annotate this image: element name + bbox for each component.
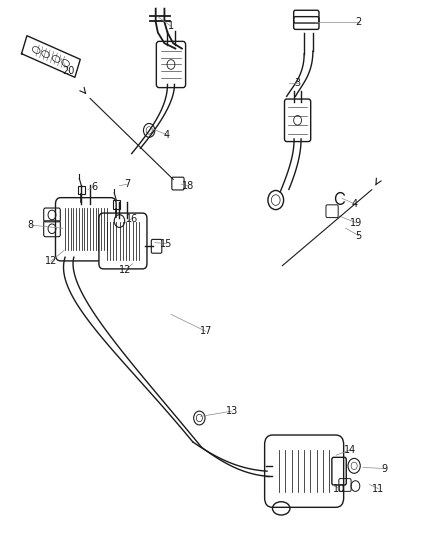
Text: 2: 2: [356, 17, 362, 27]
Text: 18: 18: [182, 181, 194, 191]
FancyBboxPatch shape: [99, 213, 147, 269]
Text: 1: 1: [168, 21, 174, 31]
Text: 11: 11: [372, 484, 385, 494]
Text: 5: 5: [356, 231, 362, 241]
Text: 6: 6: [92, 182, 98, 192]
Text: 12: 12: [45, 256, 57, 266]
Text: 13: 13: [226, 406, 238, 416]
Text: 7: 7: [124, 179, 131, 189]
Text: 4: 4: [351, 199, 357, 209]
Text: 9: 9: [382, 464, 388, 473]
Text: 17: 17: [200, 326, 212, 336]
Text: 4: 4: [163, 130, 170, 140]
Text: 16: 16: [126, 214, 138, 224]
Text: 20: 20: [62, 66, 74, 76]
FancyBboxPatch shape: [56, 198, 116, 261]
Text: 8: 8: [27, 220, 33, 230]
Text: 3: 3: [294, 78, 300, 88]
Text: 19: 19: [350, 218, 363, 228]
Text: 12: 12: [119, 265, 131, 274]
Text: 10: 10: [333, 484, 345, 494]
Text: 14: 14: [344, 445, 356, 455]
Text: 15: 15: [160, 239, 173, 248]
